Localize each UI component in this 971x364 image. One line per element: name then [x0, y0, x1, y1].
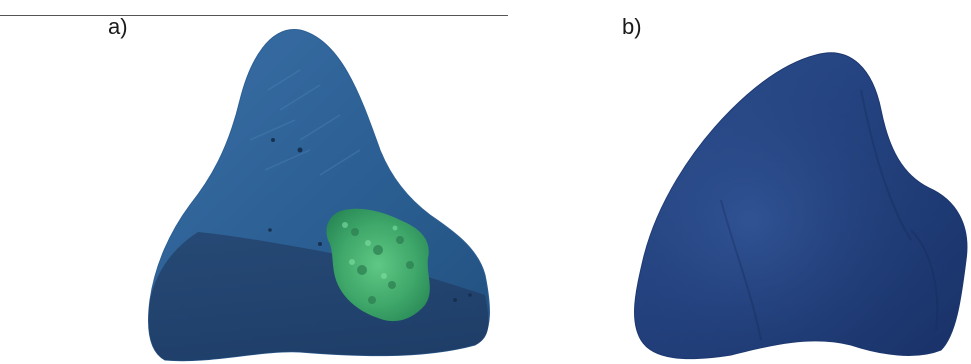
panel-a-render: [148, 29, 490, 362]
dark-inclusions-a: [268, 138, 472, 302]
green-region-texture: [351, 228, 414, 304]
top-divider-line: [0, 15, 508, 16]
surface-shading-b: [634, 52, 967, 359]
surface-ridges-b: [720, 89, 939, 341]
shell-cut-plane-a: [148, 232, 489, 361]
panel-b-label: b): [622, 14, 642, 39]
surface-streaks-a: [249, 69, 361, 176]
green-region-highlights: [342, 222, 398, 279]
panel-b-render: [634, 52, 968, 360]
green-inner-region: [326, 208, 430, 322]
panel-a-label: a): [108, 14, 128, 39]
